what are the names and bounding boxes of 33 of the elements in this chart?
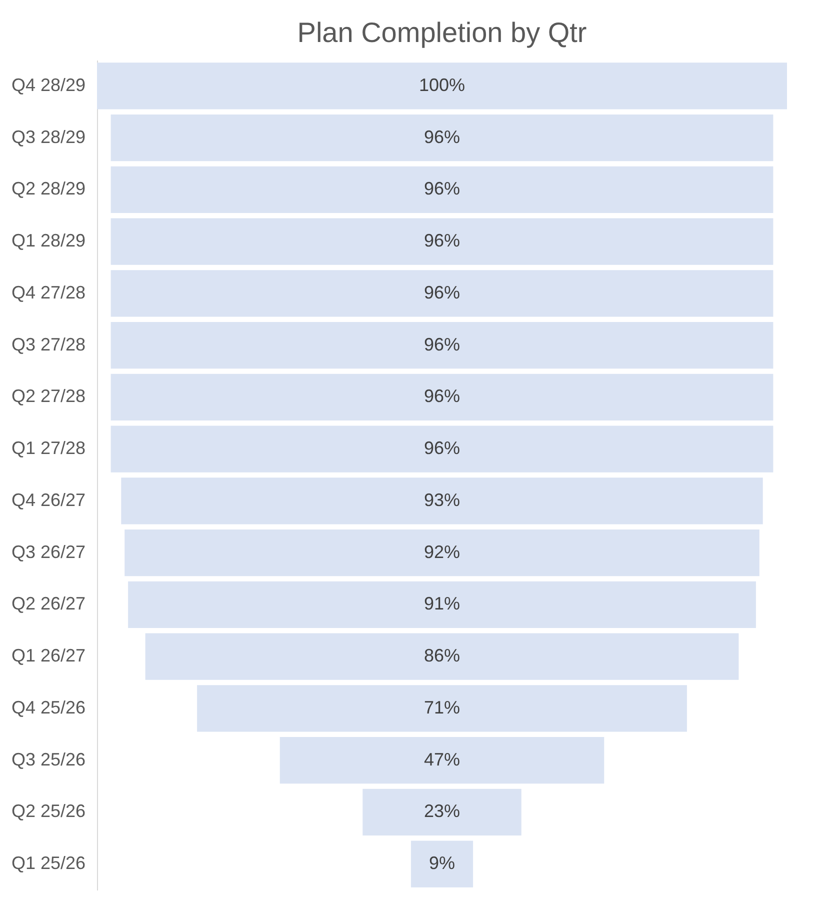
category-label: Q4 26/27 (11, 490, 86, 510)
data-label: 96% (424, 126, 460, 147)
category-label: Q1 27/28 (11, 438, 86, 458)
data-label: 86% (424, 646, 460, 666)
category-label: Q2 25/26 (11, 801, 86, 822)
data-label: 96% (424, 282, 460, 302)
category-label: Q4 28/29 (11, 74, 86, 95)
category-label: Q1 26/27 (11, 646, 86, 666)
category-label: Q4 25/26 (11, 697, 86, 718)
data-label: 96% (424, 334, 460, 354)
category-label: Q4 27/28 (11, 282, 86, 302)
data-label: 96% (424, 386, 460, 406)
data-label: 100% (418, 74, 466, 95)
category-label: Q1 28/29 (11, 230, 86, 251)
category-label: Q2 27/28 (11, 386, 86, 406)
category-label: Q3 27/28 (11, 334, 86, 354)
data-label: 96% (424, 230, 460, 251)
category-label: Q2 26/27 (11, 594, 86, 614)
data-label: 9% (428, 853, 456, 874)
data-label: 47% (424, 749, 460, 770)
category-label: Q3 28/29 (11, 126, 86, 147)
data-label: 92% (424, 542, 460, 562)
data-label: 71% (424, 697, 460, 718)
data-label: 96% (424, 438, 460, 458)
category-label: Q3 25/26 (11, 749, 86, 770)
category-label: Q2 28/29 (11, 178, 86, 199)
category-label: Q1 25/26 (11, 853, 86, 874)
data-label: 91% (424, 594, 460, 614)
data-label: 93% (424, 490, 460, 510)
category-label: Q3 26/27 (11, 542, 86, 562)
data-label: 96% (424, 178, 460, 199)
text: Plan Completion by Qtr (297, 17, 587, 48)
data-label: 23% (424, 801, 460, 822)
